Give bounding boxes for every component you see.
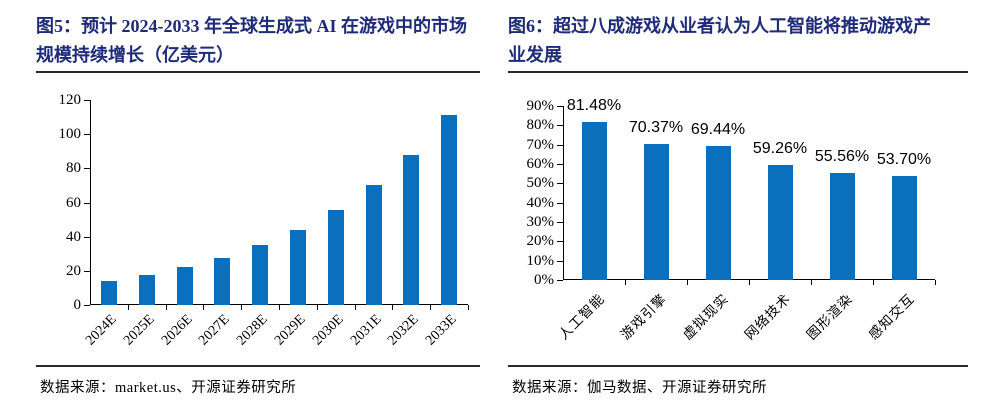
value-label: 59.26% (752, 140, 808, 158)
y-axis-label: 60% (526, 156, 555, 172)
y-axis-tick (557, 280, 563, 281)
x-axis-tick (430, 305, 432, 310)
y-axis-label: 20 (66, 262, 81, 279)
y-axis-tick (557, 164, 563, 165)
x-axis-tick (241, 305, 243, 310)
y-axis-label: 80 (66, 160, 81, 177)
y-axis-tick (557, 222, 563, 223)
y-axis-tick (557, 106, 563, 107)
value-label: 81.48% (566, 97, 622, 115)
x-axis-tick (811, 280, 812, 285)
bar-2033E (441, 115, 458, 305)
y-axis-label: 10% (526, 252, 555, 269)
y-axis-tick (84, 202, 90, 204)
y-axis-tick (84, 168, 90, 170)
figure5-title: 图5：预计 2024-2033 年全球生成式 AI 在游戏中的市场规模持续增长（… (36, 12, 480, 73)
y-axis-label: 80% (526, 117, 555, 134)
y-axis-label: 0% (534, 272, 554, 288)
y-axis-tick (84, 270, 90, 272)
bar-2028E (252, 245, 269, 305)
bar-2026E (176, 267, 193, 305)
bar-人工智能 (581, 122, 607, 280)
value-label: 70.37% (628, 118, 684, 136)
value-label: 55.56% (814, 147, 870, 165)
y-axis-tick (557, 260, 563, 262)
y-axis-label: 20% (526, 233, 555, 250)
y-axis-tick (557, 144, 563, 146)
bar-2024E (100, 281, 117, 305)
y-axis-label: 50% (526, 175, 555, 192)
figure5-panel: 图5：预计 2024-2033 年全球生成式 AI 在游戏中的市场规模持续增长（… (36, 0, 480, 403)
bar-2030E (327, 210, 344, 305)
bar-2027E (214, 258, 231, 305)
x-axis-tick (165, 305, 167, 310)
figure6-title: 图6：超过八成游戏从业者认为人工智能将推动游戏产业发展 (508, 12, 968, 73)
y-axis-tick (557, 183, 563, 185)
x-axis-tick (279, 305, 280, 310)
x-axis-tick (687, 280, 688, 285)
figure5-bar-chart: 120 100 80 60 40 20 0 2024E 2025E 2026E 2027E 2028E… (36, 73, 480, 365)
x-axis-tick (873, 280, 874, 285)
bar-2025E (138, 275, 155, 305)
y-axis-label: 120 (58, 92, 82, 108)
bar-感知交互 (891, 176, 917, 280)
y-axis-tick (84, 134, 90, 136)
x-axis-tick (316, 305, 318, 310)
plot-area (563, 106, 935, 280)
bar-虚拟现实 (705, 145, 731, 280)
x-axis-tick (935, 280, 936, 285)
x-axis-tick (203, 305, 205, 310)
y-axis-label: 70% (526, 136, 555, 153)
x-axis-tick (354, 305, 356, 310)
y-axis-label: 30% (526, 214, 555, 230)
y-axis-tick (84, 236, 90, 238)
bar-2031E (365, 185, 382, 305)
x-axis-tick (749, 280, 750, 285)
bar-2032E (403, 154, 420, 305)
figure5-title-text: 图5：预计 2024-2033 年全球生成式 AI 在游戏中的市场规模持续增长（… (36, 16, 467, 65)
x-axis-tick (625, 280, 626, 285)
x-axis-tick (392, 305, 394, 310)
figure6-title-text: 图6：超过八成游戏从业者认为人工智能将推动游戏产业发展 (508, 16, 931, 65)
y-axis-label: 90% (526, 98, 555, 114)
bar-游戏引擎 (643, 143, 669, 280)
bar-网络技术 (767, 165, 793, 280)
y-axis-label: 40 (66, 228, 81, 245)
x-axis-tick (468, 305, 469, 310)
figure6-panel: 图6：超过八成游戏从业者认为人工智能将推动游戏产业发展 90% 80% 70% 60%… (508, 0, 968, 403)
y-axis-tick (557, 202, 563, 204)
y-axis-label: 100 (58, 126, 82, 143)
bar-2029E (289, 229, 306, 305)
figure5-source: 数据来源：market.us、开源证券研究所 (36, 365, 480, 397)
x-axis-tick (127, 305, 129, 310)
figure6-source: 数据来源：伽马数据、开源证券研究所 (508, 365, 968, 397)
y-axis-tick (84, 305, 90, 306)
y-axis-label: 60 (66, 194, 81, 211)
y-axis-tick (84, 100, 90, 101)
y-axis-label: 40% (526, 194, 555, 211)
y-axis-tick (557, 241, 563, 243)
value-label: 53.70% (876, 151, 932, 169)
y-axis-label: 0 (73, 297, 82, 313)
figure6-bar-chart: 90% 80% 70% 60% 50% 40% 30% 20% 10% 0% 人工智能 81.48% 游… (508, 73, 968, 365)
value-label: 69.44% (690, 120, 746, 138)
plot-area (90, 100, 468, 305)
bar-图形渲染 (829, 172, 855, 280)
y-axis-tick (557, 125, 563, 127)
